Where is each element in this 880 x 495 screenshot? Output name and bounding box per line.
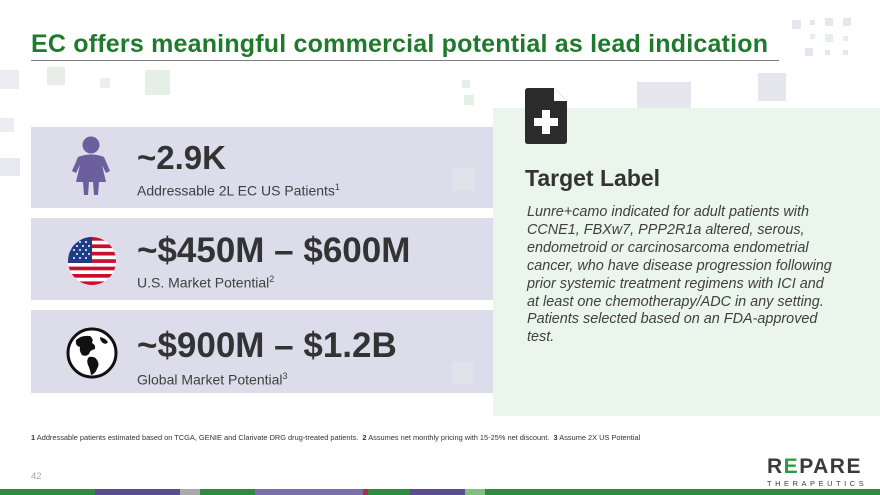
decor-square: [843, 18, 851, 26]
patients-metric: ~2.9K: [137, 139, 226, 176]
footnote-number: 2: [362, 433, 367, 442]
target-label-panel: [493, 108, 880, 416]
decor-square: [810, 34, 815, 39]
us-market-metric: ~$450M – $600M: [137, 231, 411, 270]
repare-logo: REPARE THERAPEUTICS: [767, 456, 867, 488]
decor-square: [100, 78, 110, 88]
footnote: 1 Addressable patients estimated based o…: [31, 433, 640, 442]
decor-square: [805, 48, 813, 56]
decor-square: [843, 50, 848, 55]
decor-square: [452, 362, 474, 384]
decor-square: [464, 95, 474, 105]
decor-square: [758, 73, 786, 101]
footnote-number: 3: [553, 433, 558, 442]
decor-square: [0, 158, 20, 176]
footnote-text: Assumes net monthly pricing with 15-25% …: [368, 433, 550, 442]
footnote-text: Addressable patients estimated based on …: [36, 433, 359, 442]
page-number: 42: [31, 471, 42, 482]
decor-square: [0, 118, 14, 132]
decor-square: [825, 50, 830, 55]
footer-strip-segment: [95, 489, 180, 495]
title-divider: [31, 60, 779, 61]
target-label-title: Target Label: [525, 165, 661, 191]
footer-strip-segment: [200, 489, 255, 495]
us-flag-icon: [68, 237, 116, 290]
footer-strip-segment: [368, 489, 410, 495]
globe-icon: [66, 327, 118, 384]
logo-wordmark: REPARE: [767, 455, 862, 478]
footnote-text: Assume 2X US Potential: [559, 433, 641, 442]
decor-square: [0, 70, 19, 89]
person-icon: [71, 135, 111, 202]
global-market-label: Global Market Potential3: [137, 371, 288, 388]
decor-square: [825, 18, 833, 26]
us-market-card: ~$450M – $600M U.S. Market Potential2: [31, 218, 494, 300]
page-title: EC offers meaningful commercial potentia…: [31, 30, 769, 58]
footer-strip-segment: [485, 489, 880, 495]
decor-square: [47, 67, 65, 85]
medical-document-icon: [525, 88, 567, 149]
footer-strip-segment: [255, 489, 363, 495]
patients-label: Addressable 2L EC US Patients1: [137, 182, 340, 199]
target-label-text: Lunre+camo indicated for adult patients …: [527, 204, 832, 346]
decor-square: [452, 168, 475, 191]
us-market-label: U.S. Market Potential2: [137, 274, 275, 291]
decor-square: [145, 70, 170, 95]
footer-strip-segment: [363, 489, 368, 495]
logo-subtitle: THERAPEUTICS: [767, 479, 868, 488]
footer-strip-segment: [465, 489, 485, 495]
decor-square: [843, 36, 848, 41]
decor-square: [462, 80, 470, 88]
decor-square: [792, 20, 801, 29]
global-market-metric: ~$900M – $1.2B: [137, 326, 397, 365]
global-market-card: ~$900M – $1.2B Global Market Potential3: [31, 310, 494, 393]
footnote-number: 1: [31, 433, 36, 442]
patients-card: ~2.9K Addressable 2L EC US Patients1: [31, 127, 494, 208]
decor-square: [810, 20, 815, 25]
footer-color-strip: [0, 489, 880, 495]
decor-square: [825, 34, 833, 42]
footer-strip-segment: [0, 489, 95, 495]
footer-strip-segment: [410, 489, 465, 495]
footer-strip-segment: [180, 489, 200, 495]
